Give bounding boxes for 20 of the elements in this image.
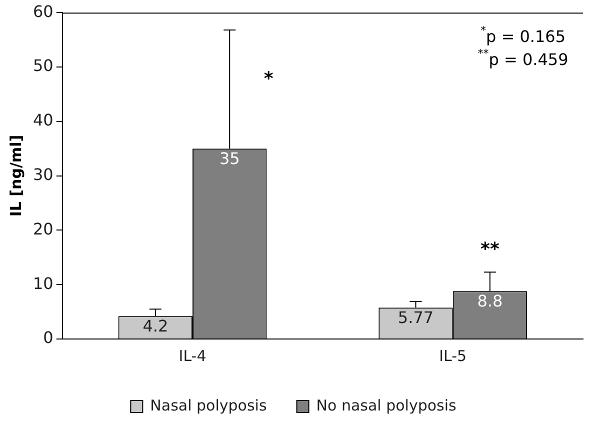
y-tick-label: 50 [33, 56, 54, 76]
data-label: 4.2 [142, 316, 168, 336]
x-tick-label: IL-4 [178, 346, 206, 365]
y-tick-label: 60 [33, 2, 54, 21]
y-tick-label: 10 [33, 274, 54, 293]
y-tick-label: 0 [43, 328, 54, 348]
y-tick-label: 30 [33, 164, 54, 184]
annotation: * [264, 68, 274, 90]
legend-label: Nasal polyposis [150, 396, 267, 414]
y-tick-label: 20 [33, 219, 54, 238]
data-label: 8.8 [477, 291, 503, 310]
annotation: **p = 0.459 [478, 47, 568, 69]
x-tick-label: IL-5 [439, 346, 467, 365]
data-label: 5.77 [398, 308, 434, 327]
legend-label: No nasal polyposis [316, 396, 457, 414]
annotation: ** [480, 238, 500, 260]
y-tick-label: 40 [33, 110, 54, 130]
annotation: *p = 0.165 [480, 24, 566, 46]
y-axis-title: IL [ng/ml] [6, 134, 25, 217]
data-label: 35 [219, 148, 240, 168]
